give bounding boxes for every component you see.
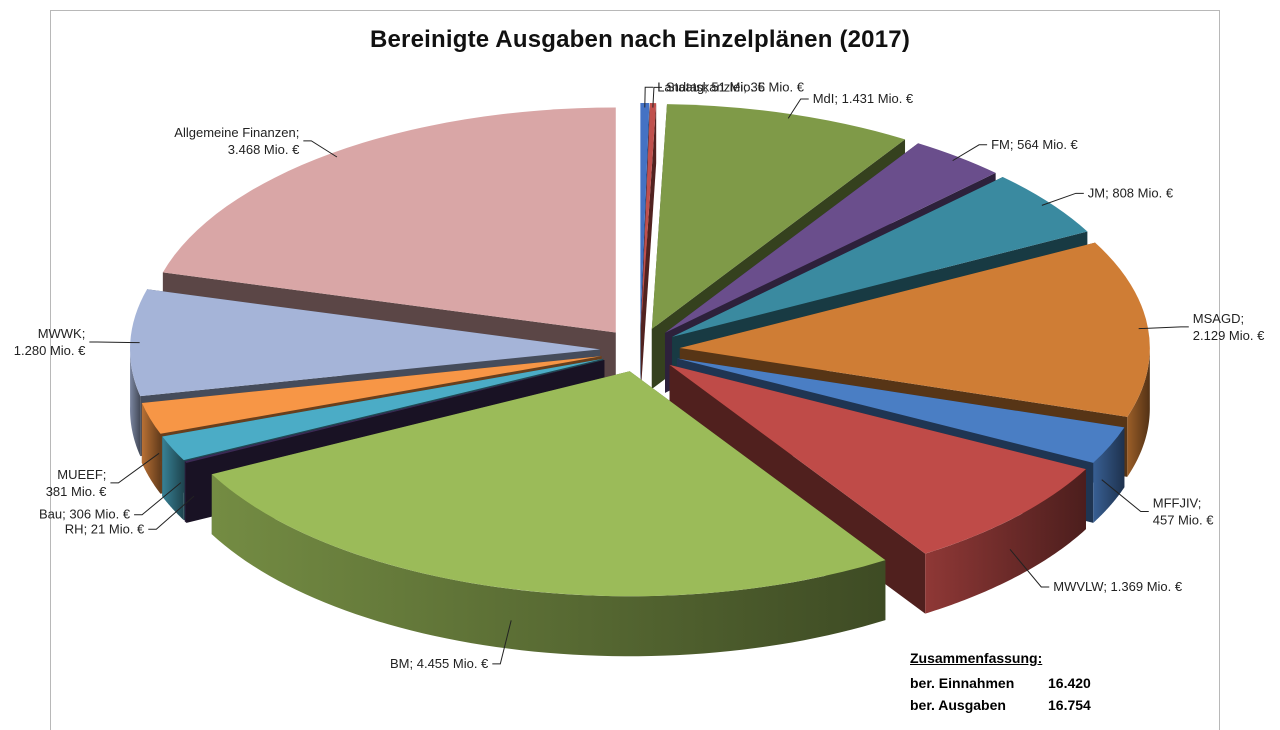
- label-mwvlw: MWVLW; 1.369 Mio. €: [1053, 579, 1183, 594]
- chart-title: Bereinigte Ausgaben nach Einzelplänen (2…: [369, 26, 911, 53]
- summary-value: 16.754: [1048, 697, 1091, 713]
- leader-line-allgemeine-finanzen: [303, 140, 338, 158]
- leader-line-mwwk: [89, 341, 140, 344]
- leader-line-bau: [134, 482, 182, 516]
- leader-line-fm: [952, 144, 988, 162]
- label-msagd-name: MSAGD;: [1193, 311, 1244, 326]
- leader-line-jm: [1041, 192, 1084, 206]
- summary-label: ber. Ausgaben: [910, 697, 1006, 713]
- summary-box: Zusammenfassung: ber. Einnahmen 16.420 b…: [910, 650, 1108, 716]
- summary-row-einnahmen: ber. Einnahmen 16.420: [910, 672, 1108, 694]
- label-mueef-value: 381 Mio. €: [46, 484, 107, 499]
- label-mwwk-name: MWWK;: [38, 326, 86, 341]
- label-bm: BM; 4.455 Mio. €: [390, 656, 489, 671]
- leader-line-mwvlw: [1009, 549, 1050, 588]
- label-fm: FM; 564 Mio. €: [991, 137, 1078, 152]
- label-mwwk-value: 1.280 Mio. €: [14, 343, 86, 358]
- pie-slice-bm: [211, 371, 886, 657]
- summary-heading: Zusammenfassung:: [910, 650, 1043, 666]
- leader-line-staatskanzlei: [652, 86, 662, 108]
- label-jm: JM; 808 Mio. €: [1088, 185, 1174, 200]
- leader-line-msagd: [1138, 326, 1189, 330]
- summary-label: ber. Einnahmen: [910, 675, 1015, 691]
- label-landtag: Landtag; 51 Mio. €: [657, 79, 765, 94]
- label-allgemeine-finanzen-value: 3.468 Mio. €: [228, 142, 300, 157]
- leader-line-mueef: [110, 452, 160, 484]
- label-allgemeine-finanzen-name: Allgemeine Finanzen;: [174, 125, 299, 140]
- label-bau: Bau; 306 Mio. €: [39, 507, 131, 522]
- label-mffjiv-name: MFFJIV;: [1153, 496, 1202, 511]
- summary-value: 16.420: [1048, 675, 1091, 691]
- leader-line-rh: [148, 495, 195, 530]
- leader-line-landtag: [644, 86, 654, 108]
- label-staatskanzlei: Staatskanzlei; 35 Mio. €: [666, 79, 805, 94]
- label-mffjiv-value: 457 Mio. €: [1153, 513, 1214, 528]
- label-msagd-value: 2.129 Mio. €: [1193, 328, 1265, 343]
- pie-slice-staatskanzlei: [641, 103, 657, 389]
- leader-line-mffjiv: [1101, 479, 1149, 513]
- label-mdi: MdI; 1.431 Mio. €: [813, 91, 914, 106]
- label-mueef-name: MUEEF;: [57, 467, 106, 482]
- chart-frame: [50, 10, 1220, 730]
- label-rh: RH; 21 Mio. €: [65, 521, 145, 536]
- summary-row-ausgaben: ber. Ausgaben 16.754: [910, 694, 1108, 716]
- leader-line-mdi: [787, 98, 809, 119]
- leader-line-bm: [492, 620, 512, 665]
